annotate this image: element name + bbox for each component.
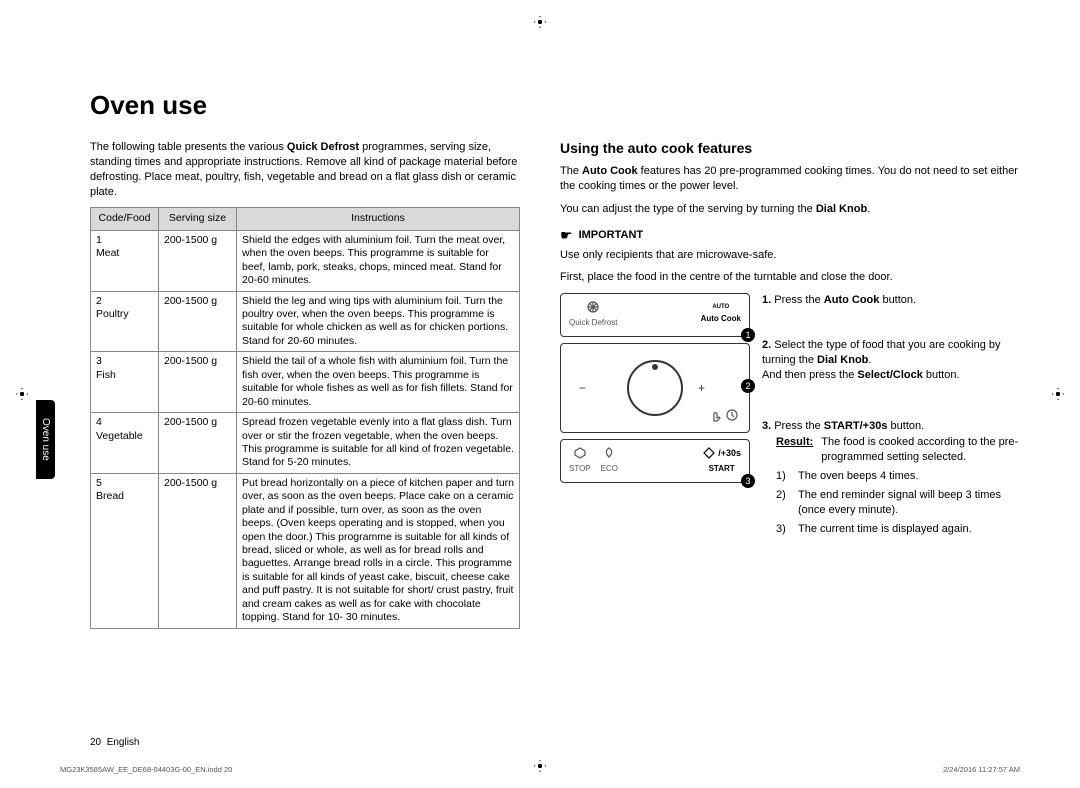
indd-file: MG23K3585AW_EE_DE68-04403G-00_EN.indd 20 [60, 765, 232, 774]
section-heading: Using the auto cook features [560, 140, 1020, 156]
step-badge-3: 3 [741, 474, 755, 488]
cell-code: 1Meat [91, 230, 159, 291]
side-tab-oven-use: Oven use [36, 400, 55, 479]
cell-size: 200-1500 g [159, 230, 237, 291]
cell-instr: Shield the edges with aluminium foil. Tu… [237, 230, 520, 291]
cell-instr: Put bread horizontally on a piece of kit… [237, 473, 520, 628]
dial-knob-icon [627, 360, 683, 416]
quick-defrost-item: Quick Defrost [569, 300, 617, 327]
autocook-para2: You can adjust the type of the serving b… [560, 202, 1020, 217]
step-badge-2: 2 [741, 379, 755, 393]
table-row: 1Meat200-1500 gShield the edges with alu… [91, 230, 520, 291]
th-code: Code/Food [91, 208, 159, 230]
cell-instr: Shield the leg and wing tips with alumin… [237, 291, 520, 352]
clock-icon [725, 408, 739, 422]
steps-text-column: 1. Press the Auto Cook button. 2. Select… [762, 293, 1020, 554]
control-panel-buttons: Quick Defrost AUTO Auto Cook 1 [560, 293, 750, 337]
right-column: Using the auto cook features The Auto Co… [550, 70, 1020, 748]
control-panel-start: STOP ECO /+30s STAR [560, 439, 750, 483]
registration-mark [534, 16, 546, 28]
page-title: Oven use [90, 90, 207, 121]
step-badge-1: 1 [741, 328, 755, 342]
hand-icon [709, 408, 723, 422]
stop-icon [573, 446, 587, 460]
table-row: 3Fish200-1500 gShield the tail of a whol… [91, 352, 520, 413]
eco-icon [602, 446, 616, 460]
cell-size: 200-1500 g [159, 352, 237, 413]
first-instruction: First, place the food in the centre of t… [560, 270, 1020, 285]
important-label: ☛ IMPORTANT [560, 227, 1020, 244]
page-footer: 20 English [90, 737, 140, 748]
cell-instr: Spread frozen vegetable evenly into a fl… [237, 413, 520, 474]
cell-code: 2Poultry [91, 291, 159, 352]
cell-code: 4Vegetable [91, 413, 159, 474]
autocook-para1: The Auto Cook features has 20 pre-progra… [560, 164, 1020, 194]
cell-size: 200-1500 g [159, 413, 237, 474]
intro-paragraph: The following table presents the various… [90, 140, 520, 199]
eco-item: ECO [601, 446, 618, 473]
th-size: Serving size [159, 208, 237, 230]
cell-code: 5Bread [91, 473, 159, 628]
step-1: 1. Press the Auto Cook button. [762, 293, 1020, 308]
pointing-hand-icon: ☛ [560, 227, 573, 244]
quick-defrost-table: Code/Food Serving size Instructions 1Mea… [90, 207, 520, 628]
cell-instr: Shield the tail of a whole fish with alu… [237, 352, 520, 413]
left-column: The following table presents the various… [90, 70, 520, 748]
result-label: Result: [776, 435, 813, 465]
stop-item: STOP [569, 446, 591, 473]
registration-mark [16, 388, 28, 400]
table-row: 4Vegetable200-1500 gSpread frozen vegeta… [91, 413, 520, 474]
table-row: 5Bread200-1500 gPut bread horizontally o… [91, 473, 520, 628]
start-diamond-icon [702, 446, 716, 460]
indd-time: 2/24/2016 11:27:57 AM [943, 765, 1020, 774]
cell-size: 200-1500 g [159, 291, 237, 352]
snowflake-icon [586, 300, 600, 314]
step-2: 2. Select the type of food that you are … [762, 338, 1020, 383]
step-3: 3. Press the START/+30s button. Result: … [762, 419, 1020, 537]
th-instr: Instructions [237, 208, 520, 230]
important-text: Use only recipients that are microwave-s… [560, 248, 1020, 263]
control-panel-dial: − + 2 [560, 343, 750, 433]
footer-meta: MG23K3585AW_EE_DE68-04403G-00_EN.indd 20… [60, 765, 1020, 774]
cell-size: 200-1500 g [159, 473, 237, 628]
minus-icon: − [579, 381, 586, 395]
registration-mark [1052, 388, 1064, 400]
steps-area: Quick Defrost AUTO Auto Cook 1 − + [560, 293, 1020, 554]
cell-code: 3Fish [91, 352, 159, 413]
start-item: /+30s START [702, 446, 741, 473]
table-row: 2Poultry200-1500 gShield the leg and win… [91, 291, 520, 352]
diagram-column: Quick Defrost AUTO Auto Cook 1 − + [560, 293, 750, 554]
plus-icon: + [698, 381, 705, 395]
auto-cook-item: AUTO Auto Cook [701, 304, 741, 323]
